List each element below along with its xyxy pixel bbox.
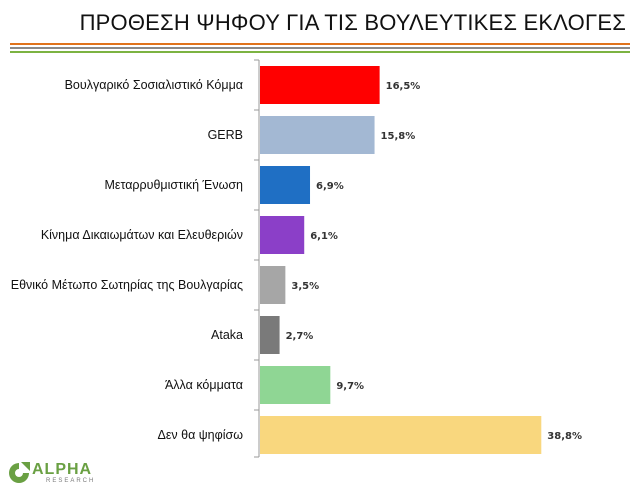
category-label: Δεν θα ψηφίσω bbox=[157, 428, 243, 442]
header-rule-gray bbox=[10, 47, 630, 49]
bar bbox=[260, 116, 375, 154]
alpha-research-logo: ALPHA RESEARCH bbox=[6, 460, 116, 486]
value-label: 2,7% bbox=[286, 331, 314, 342]
header-rule-green bbox=[10, 51, 630, 53]
value-label: 15,8% bbox=[381, 131, 416, 142]
bar bbox=[260, 266, 286, 304]
header-rule-orange bbox=[10, 43, 630, 45]
value-label: 16,5% bbox=[386, 81, 421, 92]
bar bbox=[260, 216, 305, 254]
logo-subtitle: RESEARCH bbox=[46, 478, 96, 484]
logo-name: ALPHA bbox=[32, 461, 93, 478]
value-label: 38,8% bbox=[547, 431, 582, 442]
chart-title: ΠΡΟΘΕΣΗ ΨΗΦΟΥ ΓΙΑ ΤΙΣ ΒΟΥΛΕΥΤΙΚΕΣ ΕΚΛΟΓΕ… bbox=[79, 10, 626, 35]
value-label: 6,9% bbox=[316, 181, 344, 192]
category-label: Βουλγαρικό Σοσιαλιστικό Κόμμα bbox=[65, 78, 243, 92]
category-label: Ataka bbox=[211, 328, 243, 342]
bar bbox=[260, 316, 280, 354]
category-label: Κίνημα Δικαιωμάτων και Ελευθεριών bbox=[41, 228, 243, 242]
category-label: Μεταρρυθμιστική Ένωση bbox=[104, 178, 243, 192]
value-label: 6,1% bbox=[310, 231, 338, 242]
bar bbox=[260, 416, 542, 454]
bar bbox=[260, 66, 380, 104]
alpha-research-logo-icon bbox=[9, 462, 30, 483]
category-label: Εθνικό Μέτωπο Σωτηρίας της Βουλγαρίας bbox=[11, 278, 243, 292]
category-label: GERB bbox=[208, 128, 243, 142]
value-label: 9,7% bbox=[336, 381, 364, 392]
bar bbox=[260, 166, 311, 204]
bar bbox=[260, 366, 331, 404]
value-label: 3,5% bbox=[291, 281, 319, 292]
category-label: Άλλα κόμματα bbox=[165, 378, 243, 392]
